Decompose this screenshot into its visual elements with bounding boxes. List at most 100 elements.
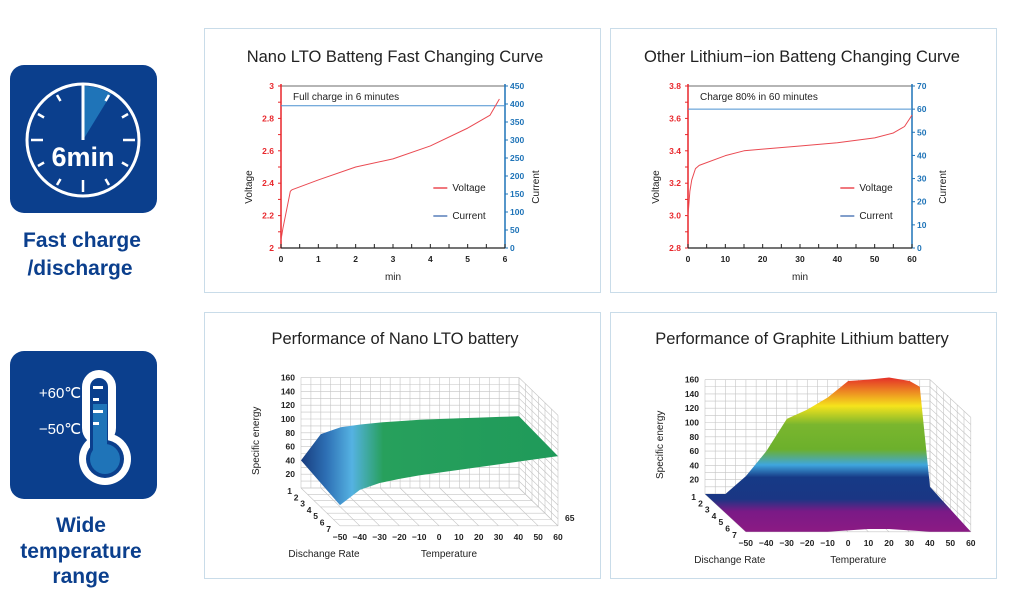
icon-text-6min: 6min (51, 142, 114, 172)
voltage-series-line (687, 114, 913, 216)
z-tick-label: 120 (685, 403, 699, 413)
x-tick-label: 60 (553, 532, 563, 542)
y-tick-label: 3.0 (669, 211, 681, 221)
feature-label-line: Wide (56, 514, 106, 537)
y2-tick-label: 350 (510, 117, 524, 127)
y2-tick-label: 30 (917, 174, 927, 184)
rate-tick-label: 1 (691, 492, 696, 502)
side-wall-gridline (518, 411, 559, 451)
x-tick-label: −40 (353, 532, 368, 542)
x-tick-label: 0 (279, 254, 284, 264)
x-tick-label: 30 (795, 254, 805, 264)
clock-tick (37, 161, 45, 168)
x-tick-label: 0 (437, 532, 442, 542)
x-tick-label: −20 (800, 538, 815, 548)
side-wall-gridline (518, 473, 559, 513)
x-tick-label: −30 (779, 538, 794, 548)
x-axis-label: min (385, 272, 401, 283)
side-wall-gridline (518, 404, 559, 444)
y-tick-label: 3 (269, 81, 274, 91)
x-tick-label: −50 (333, 532, 348, 542)
side-wall-gridline (929, 429, 972, 468)
feature-label-line: /discharge (27, 257, 132, 280)
x-axis-label: min (792, 272, 808, 283)
side-wall-gridline (518, 398, 559, 437)
legend-current-label: Current (859, 211, 893, 222)
feature-label-line: range (52, 565, 109, 588)
side-wall-gridline (929, 400, 972, 440)
z-tick-label: 120 (281, 400, 295, 410)
y2-tick-label: 10 (917, 220, 927, 230)
icon-text: 6min (51, 142, 114, 172)
voltage-series-line (280, 98, 500, 240)
y2-tick-label: 50 (917, 127, 927, 137)
y2-tick-label: 50 (510, 225, 520, 235)
chart-annotation: Charge 80% in 60 minutes (700, 92, 818, 103)
y-tick-label: 2.2 (262, 211, 274, 221)
rate-axis-label: Dischange Rate (288, 549, 360, 560)
temperature-axis-label: Temperature (830, 555, 887, 566)
z-tick-label: 160 (281, 373, 295, 383)
y2-tick-label: 40 (917, 150, 927, 160)
x-tick-label: 60 (907, 254, 917, 264)
feature-label-line: temperature (20, 540, 141, 563)
x-tick-label: 1 (316, 254, 321, 264)
clock-tick (55, 94, 62, 102)
y2-axis-label: Current (531, 170, 542, 204)
side-wall-gridline (929, 458, 972, 497)
y2-tick-label: 300 (510, 135, 524, 145)
side-wall-gridline (929, 415, 972, 454)
y2-tick-label: 20 (917, 197, 927, 207)
y2-tick-label: 70 (917, 81, 927, 91)
clock-tick (104, 94, 111, 102)
liion-charging-chart: 2.8 3.0 3.2 3.4 3.6 3.8 0 10 20 30 40 50 60 70 0 10 20 30… (651, 81, 949, 283)
energy-surface (301, 416, 558, 506)
side-wall-gridline (929, 386, 972, 425)
clock-tick (37, 112, 45, 119)
y-tick-label: 3.2 (669, 178, 681, 188)
chart-title: Performance of Nano LTO battery (271, 330, 519, 348)
y-tick-label: 3.4 (669, 146, 681, 156)
side-wall-gridline (518, 460, 559, 499)
rate-tick-label: 5 (718, 517, 723, 527)
y-tick-label: 3.6 (669, 113, 681, 123)
rate-tick-label: 6 (725, 524, 730, 534)
y2-tick-label: 400 (510, 99, 524, 109)
side-wall-gridline (929, 422, 972, 461)
y2-tick-label: 150 (510, 189, 524, 199)
x-tick-label: 2 (353, 254, 358, 264)
side-wall-gridline (518, 377, 559, 416)
x-tick-label: 30 (905, 538, 915, 548)
min-temp-text: −50℃ (39, 421, 81, 438)
x-tick-label: −40 (759, 538, 774, 548)
stopwatch-icon (25, 82, 141, 198)
side-wall-gridline (929, 436, 972, 475)
x-tick-label: 10 (864, 538, 874, 548)
thermometer-icon (79, 370, 131, 485)
rate-tick-label: 1 (287, 486, 292, 496)
rate-tick-label: 6 (320, 518, 325, 528)
rate-tick-label: 2 (698, 498, 703, 508)
x-tick-label: 6 (503, 254, 508, 264)
y2-tick-label: 0 (510, 243, 515, 253)
rate-tick-label: 7 (732, 530, 737, 540)
lto-charging-chart: 22.22.42.62.8305010015020025030035040045… (244, 81, 542, 283)
x-tick-label: 50 (946, 538, 956, 548)
x-tick-label: 0 (686, 254, 691, 264)
side-tick-label: 65 (565, 513, 575, 523)
side-wall-gridline (929, 450, 972, 490)
z-tick-label: 40 (690, 460, 700, 470)
z-axis-label: Specific energy (251, 407, 262, 475)
z-tick-label: 160 (685, 375, 699, 385)
legend-current-label: Current (452, 211, 486, 222)
side-wall-gridline (929, 465, 972, 504)
z-tick-label: 60 (690, 446, 700, 456)
clock-tick (104, 178, 111, 186)
chart-title: Performance of Graphite Lithium battery (655, 330, 949, 348)
z-tick-label: 80 (286, 428, 296, 438)
x-tick-label: 4 (428, 254, 433, 264)
chart-title: Nano LTO Batteng Fast Changing Curve (247, 48, 544, 66)
